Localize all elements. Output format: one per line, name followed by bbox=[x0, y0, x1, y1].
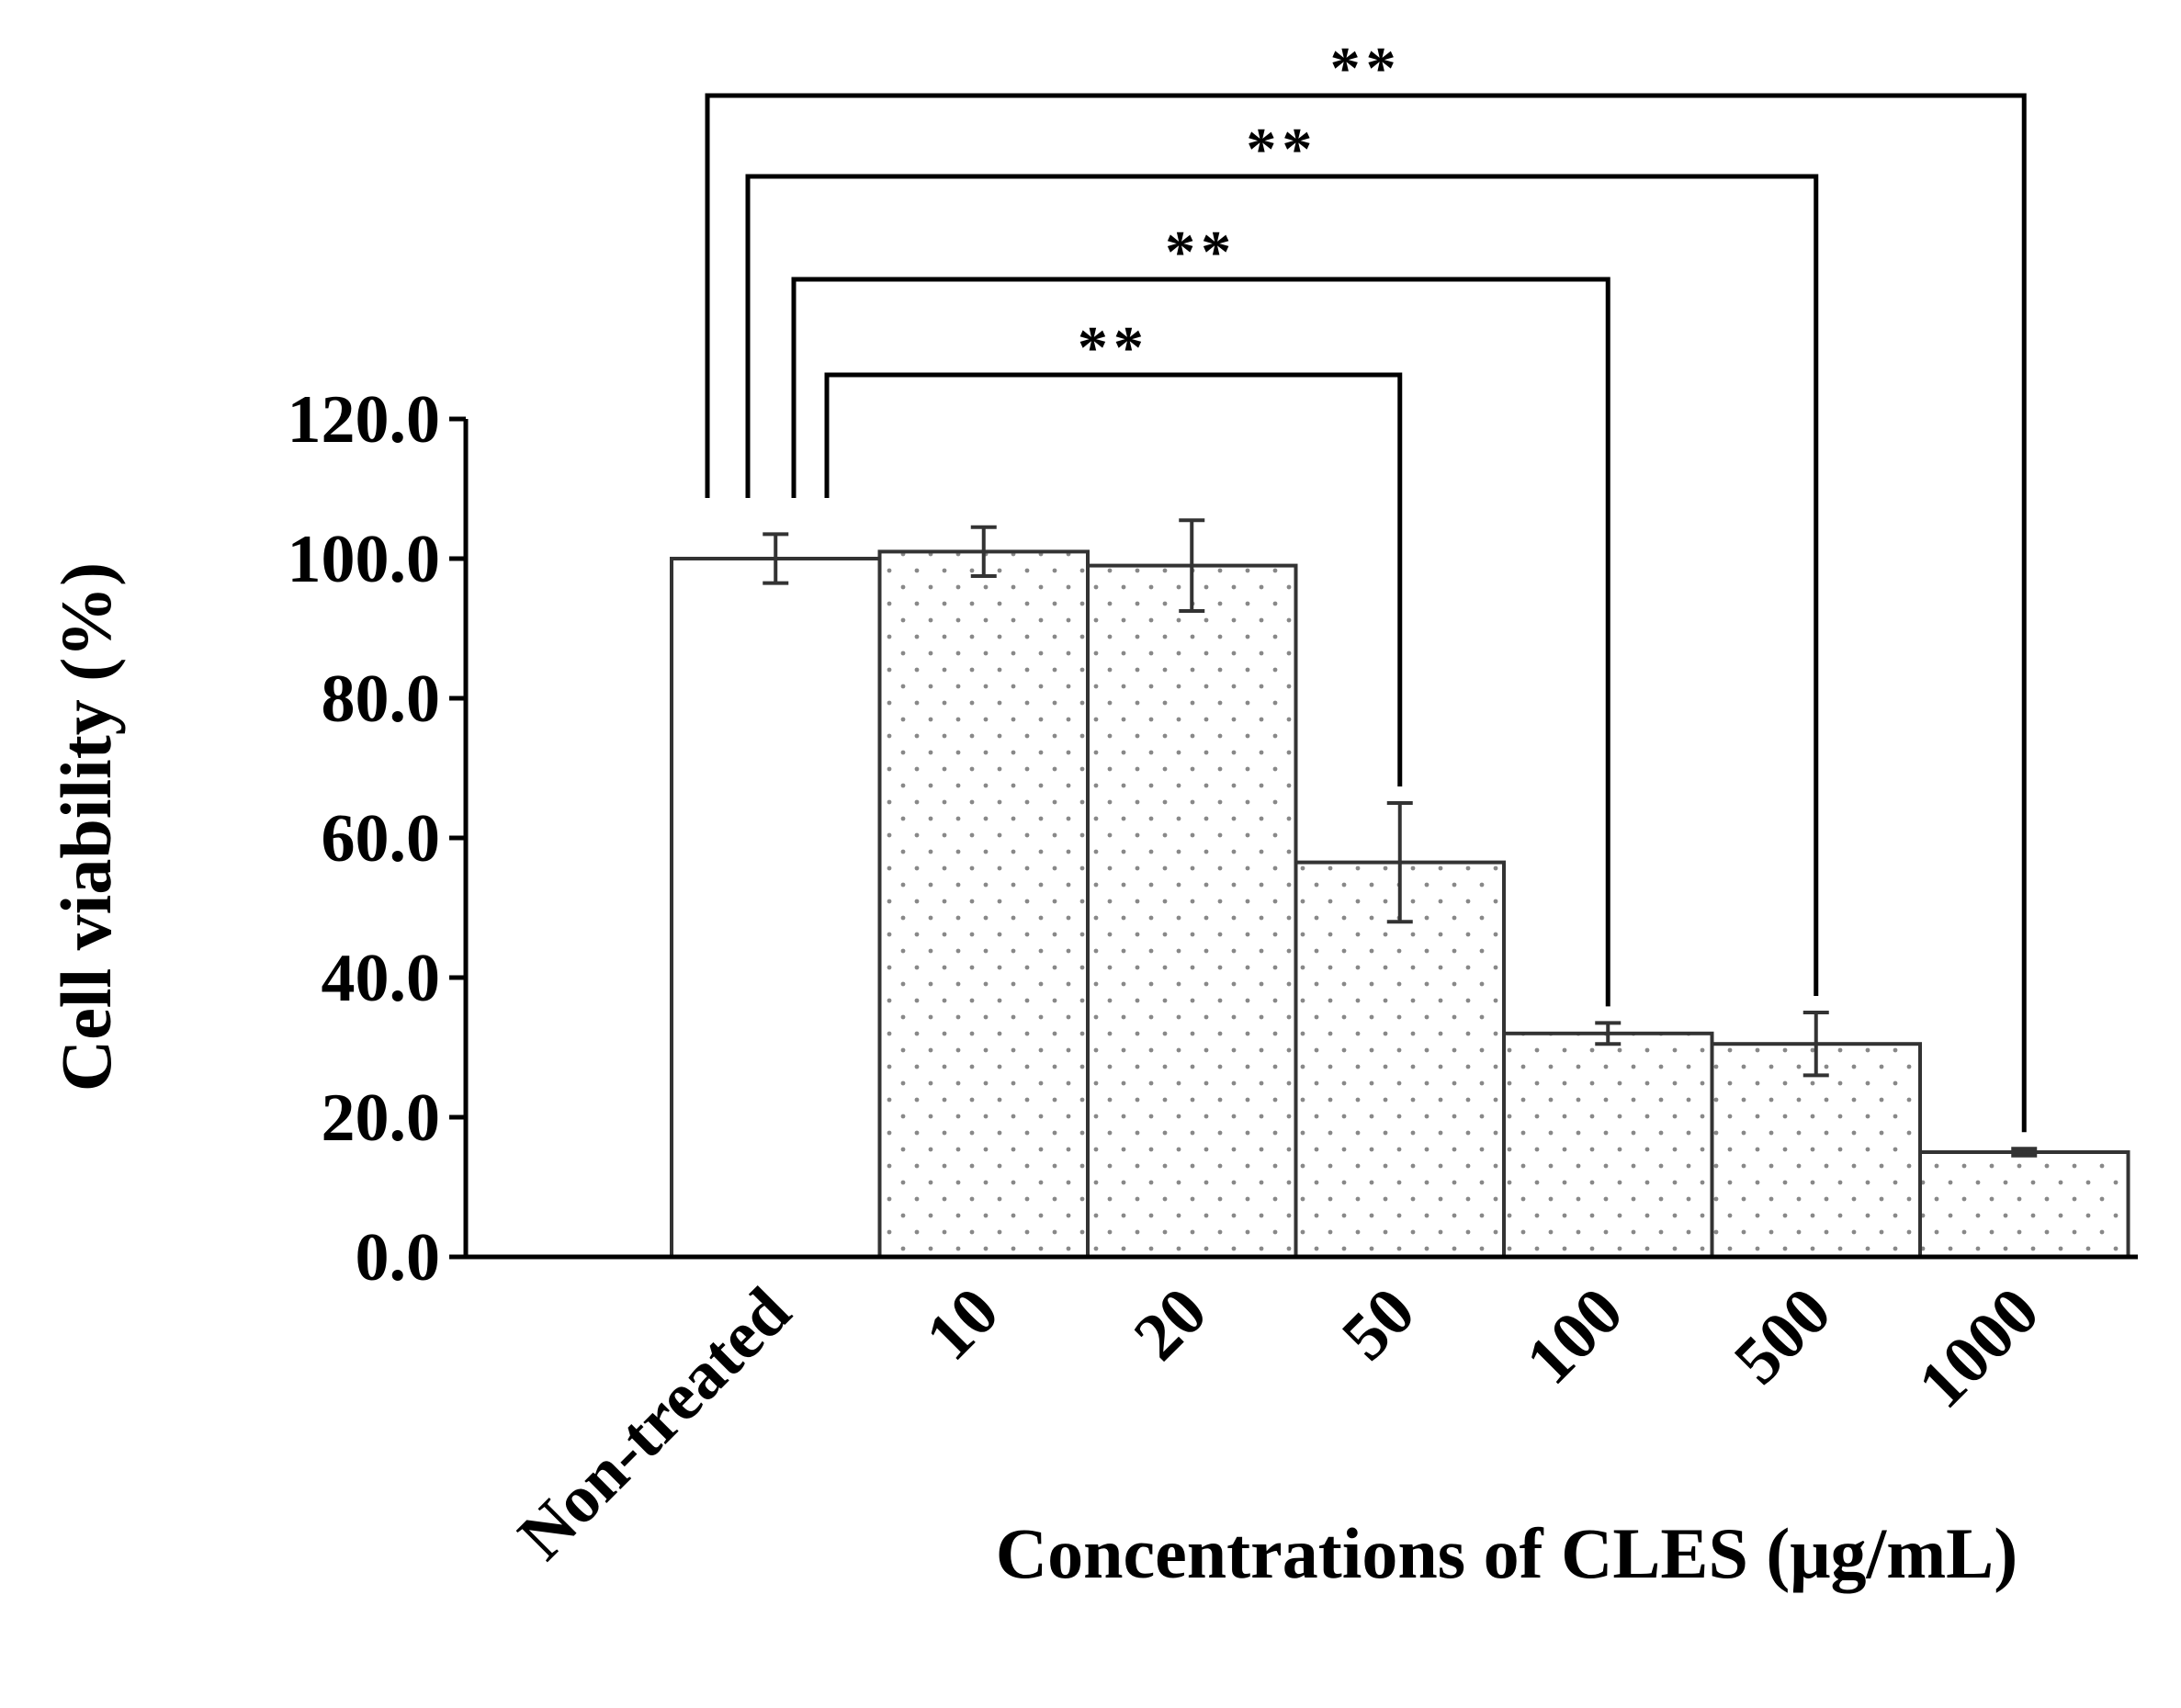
bar-1000 bbox=[1918, 1150, 2130, 1259]
bar-500 bbox=[1710, 1042, 1922, 1259]
y-tick-label: 40.0 bbox=[322, 941, 441, 1016]
bar-20 bbox=[1086, 563, 1298, 1259]
significance-bracket-500: ** bbox=[745, 116, 1819, 996]
significance-bracket-50: ** bbox=[824, 314, 1403, 786]
significance-label: ** bbox=[1165, 219, 1237, 286]
error-bar-50 bbox=[1386, 801, 1413, 924]
y-tick-label: 100.0 bbox=[288, 522, 441, 597]
error-bar-20 bbox=[1179, 518, 1205, 613]
significance-bracket-100: ** bbox=[791, 219, 1610, 1007]
error-bar-Non-treated bbox=[763, 532, 789, 585]
x-category-label: 100 bbox=[1512, 1273, 1637, 1398]
bracket-line bbox=[791, 277, 1610, 1007]
y-tick-label: 120.0 bbox=[288, 382, 441, 458]
y-axis-ticks: 0.0 20.0 40.0 60.0 80.0 100.0 120.0 bbox=[288, 382, 466, 1295]
y-axis-title: Cell viability (%) bbox=[46, 562, 126, 1092]
bracket-line bbox=[745, 174, 1819, 996]
significance-label: ** bbox=[1330, 35, 1402, 102]
significance-label: ** bbox=[1078, 314, 1149, 381]
error-bar-10 bbox=[970, 525, 997, 578]
error-bar-500 bbox=[1802, 1011, 1829, 1078]
y-tick-label: 60.0 bbox=[322, 801, 441, 877]
significance-bracket-1000: ** bbox=[705, 35, 2027, 1133]
significance-brackets: ******** bbox=[705, 35, 2027, 1133]
x-category-label: Non-treated bbox=[504, 1273, 805, 1574]
x-category-label: 500 bbox=[1720, 1273, 1845, 1398]
y-tick-label: 0.0 bbox=[356, 1220, 441, 1295]
y-tick-label: 20.0 bbox=[322, 1080, 441, 1156]
error-bar-100 bbox=[1595, 1021, 1622, 1046]
x-category-label: 50 bbox=[1328, 1273, 1429, 1374]
bar-10 bbox=[877, 549, 1090, 1259]
x-category-label: 10 bbox=[911, 1273, 1012, 1374]
x-axis-title: Concentrations of CLES (μg/mL) bbox=[996, 1513, 2017, 1593]
significance-label: ** bbox=[1246, 116, 1317, 183]
bracket-line bbox=[824, 372, 1403, 786]
x-category-label: 20 bbox=[1120, 1273, 1221, 1374]
y-tick-label: 80.0 bbox=[322, 662, 441, 737]
error-bars bbox=[763, 518, 2038, 1158]
error-bar-1000 bbox=[2011, 1147, 2038, 1158]
bar-100 bbox=[1502, 1031, 1714, 1260]
bar-Non-treated bbox=[670, 557, 882, 1259]
bracket-line bbox=[705, 93, 2027, 1133]
x-category-label: 1000 bbox=[1904, 1273, 2054, 1423]
